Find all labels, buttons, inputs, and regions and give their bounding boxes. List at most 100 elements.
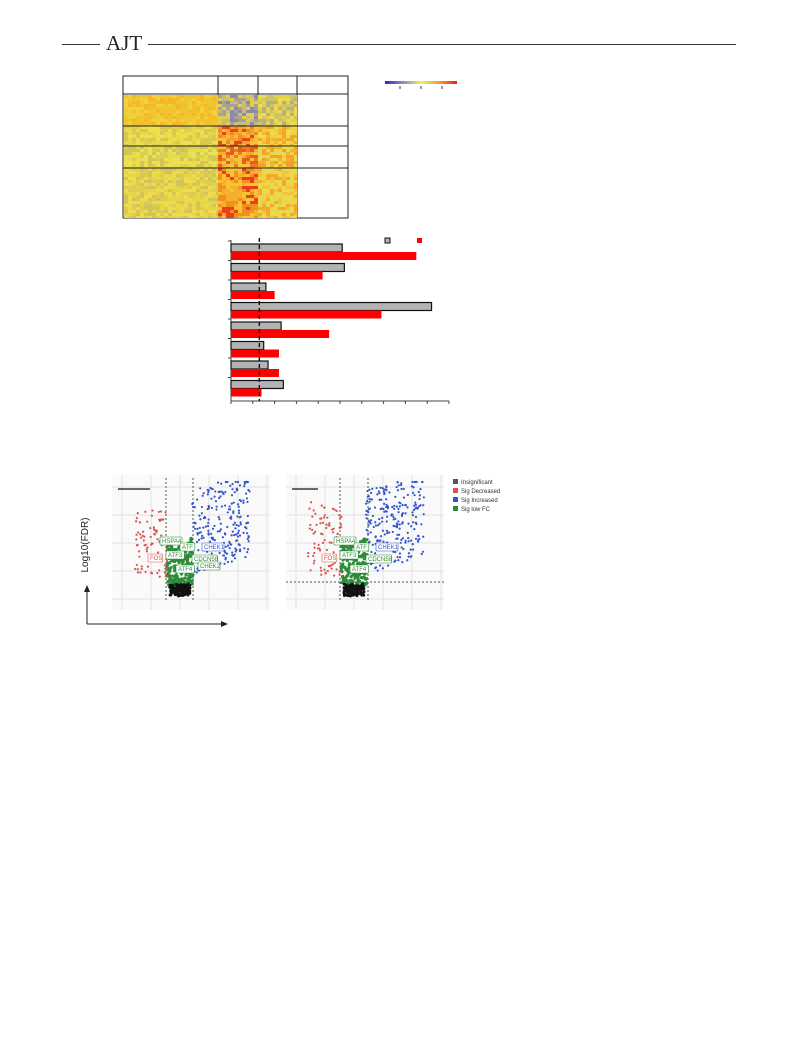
heatmap-cell [274,138,278,141]
volcano-point-insignificant [174,583,178,587]
volcano-point-increased [386,505,390,508]
heatmap-cell [144,122,148,125]
volcano-point-increased [213,524,216,528]
heatmap-cell [266,104,270,107]
heatmap-cell [124,101,128,104]
heatmap-cell [294,164,297,167]
volcano-point-increased [223,532,227,535]
heatmap-cell [124,180,128,183]
heatmap-cell [128,101,132,104]
volcano-point-low-fc [177,577,181,581]
heatmap-cell [238,207,242,210]
heatmap-cell [144,192,148,195]
heatmap-cell [152,210,156,213]
volcano-point-low-fc [345,558,349,563]
volcano-point-decreased [318,547,321,550]
volcano-point-increased [406,506,409,509]
heatmap-cell [270,168,274,171]
heatmap-cell [278,152,282,155]
heatmap-cell [230,186,234,189]
volcano-point-increased [196,527,199,530]
heatmap-cell [250,149,254,152]
heatmap-cell [132,186,136,189]
volcano-point-increased [246,532,249,535]
heatmap-cell [164,207,168,210]
heatmap-cell [128,129,132,132]
heatmap-cell [132,138,136,141]
heatmap-cell [200,168,204,171]
heatmap-cell [200,116,204,119]
heatmap-cell [274,141,278,144]
heatmap-cell [216,183,218,186]
volcano-point-increased [386,531,389,535]
heatmap-cell [144,98,148,101]
heatmap-cell [152,141,156,144]
gene-label: CDCN58 [194,557,219,563]
heatmap-cell [180,168,184,171]
heatmap-cell [204,177,208,180]
heatmap-cell [222,213,226,216]
heatmap-cell [136,110,140,113]
heatmap-cell [144,129,148,132]
heatmap-cell [290,146,294,149]
heatmap-cell [282,146,286,149]
heatmap-cell [184,171,188,174]
heatmap-cell [222,144,226,146]
volcano-point-decreased [158,575,161,578]
volcano-point-decreased [320,573,323,576]
heatmap-cell [136,138,140,141]
heatmap-cell [176,183,180,186]
heatmap-cell [216,104,218,107]
heatmap-cell [242,161,246,164]
heatmap-cell [286,210,290,213]
volcano-point-increased [214,500,218,503]
heatmap-cell [128,213,132,216]
heatmap-cell [230,168,234,171]
heatmap-cell [230,119,234,122]
heatmap-cell [196,158,200,161]
heatmap-cell [278,198,282,201]
heatmap-cell [262,138,266,141]
heatmap-cell [148,186,152,189]
heatmap-cell [160,98,164,101]
heatmap-cell [246,129,250,132]
heatmap-cell [274,107,278,110]
heatmap-cell [282,110,286,113]
heatmap-cell [242,135,246,138]
heatmap-cell [226,138,230,141]
heatmap-cell [208,104,212,107]
heatmap-cell [254,132,258,135]
heatmap-cell [234,183,238,186]
volcano-point-increased [195,571,198,574]
volcano-point-increased [406,559,409,562]
heatmap-cell [282,192,286,195]
heatmap-cell [196,113,200,116]
heatmap-cell [172,158,176,161]
heatmap-cell [176,164,180,167]
heatmap-cell [152,126,156,129]
heatmap-cell [246,95,250,98]
heatmap-cell [262,186,266,189]
volcano-point-increased [211,487,214,491]
heatmap-cell [238,141,242,144]
heatmap-cell [290,195,294,198]
volcano-point-decreased [144,570,147,574]
heatmap-cell [184,198,188,201]
heatmap-cell [262,164,266,167]
heatmap-cell [254,158,258,161]
heatmap-cell [152,213,156,216]
heatmap-cell [192,152,196,155]
heatmap-cell [180,186,184,189]
heatmap-cell [132,104,136,107]
heatmap-cell [176,107,180,110]
heatmap-cell [278,119,282,122]
heatmap-cell [290,189,294,192]
volcano-point-increased [215,505,218,508]
heatmap-cell [250,152,254,155]
heatmap-cell [250,104,254,107]
heatmap-cell [136,132,140,135]
heatmap-cell [172,146,176,149]
heatmap-cell [200,149,204,152]
heatmap-cell [200,98,204,101]
